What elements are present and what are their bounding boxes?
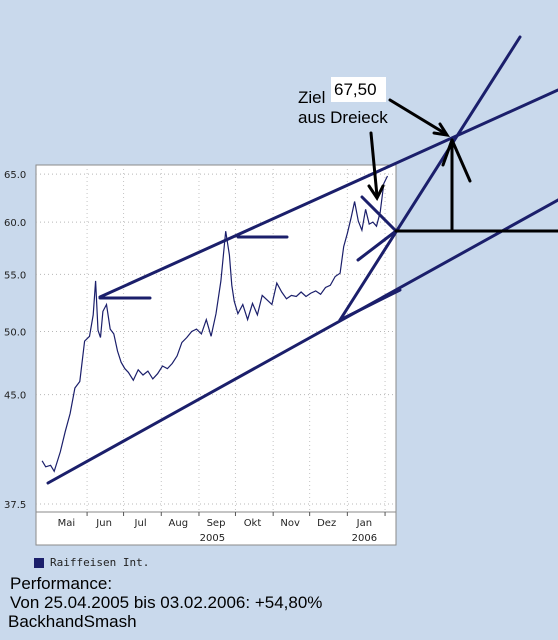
pointer-arrow-target — [388, 98, 448, 136]
year-label: 2005 — [200, 533, 225, 544]
performance-footer: Performance: Von 25.04.2005 bis 03.02.20… — [8, 574, 548, 631]
y-tick-label: 60.0 — [4, 218, 26, 229]
y-tick-labels: 65.0 60.0 55.0 50.0 45.0 37.5 — [4, 170, 26, 511]
legend-swatch — [34, 557, 44, 568]
x-tick-label: Mai — [58, 518, 76, 529]
x-tick-label: Nov — [280, 518, 300, 529]
trendline-overlay — [46, 35, 558, 485]
y-tick-label: 65.0 — [4, 170, 26, 181]
breakout-overlay — [367, 98, 558, 233]
plot-area — [35, 164, 397, 546]
target-arrow-left — [441, 138, 454, 167]
performance-title: Performance: — [10, 574, 113, 593]
x-tick-labels: Mai Jun Jul Aug Sep Okt Nov Dez Jan 2005 2006 — [58, 518, 377, 544]
year-label: 2006 — [352, 533, 377, 544]
x-tick-label: Sep — [207, 518, 226, 529]
y-tick-label: 50.0 — [4, 327, 26, 338]
grid-layer — [36, 165, 396, 516]
author-name: BackhandSmash — [8, 612, 137, 631]
steep-trendline — [338, 35, 522, 322]
target-value-box — [331, 77, 386, 102]
triangle-upper-edge — [360, 195, 398, 233]
x-tick-label: Dez — [317, 518, 336, 529]
pointer-arrowhead-target — [432, 122, 451, 137]
annotation-target-value: 67,50 — [334, 80, 377, 99]
legend-label: Raiffeisen Int. — [50, 556, 150, 569]
series-layer — [41, 175, 389, 473]
pointer-arrow-triangle — [369, 131, 379, 198]
channel-upper-line — [98, 88, 558, 299]
x-tick-label: Aug — [169, 518, 189, 529]
target-arrow-right — [450, 138, 472, 183]
triangle-lower-edge — [356, 229, 398, 262]
y-tick-label: 55.0 — [4, 270, 26, 281]
pointer-arrowhead-triangle — [367, 184, 385, 201]
channel-lower-line — [46, 198, 558, 485]
annotation-ziel: Ziel — [298, 88, 325, 107]
y-tick-label: 37.5 — [4, 500, 26, 511]
lower-middle-line — [338, 288, 402, 322]
x-tick-label: Jul — [134, 518, 147, 529]
annotation-aus-dreieck: aus Dreieck — [298, 108, 388, 127]
x-tick-label: Okt — [244, 518, 262, 529]
y-tick-label: 45.0 — [4, 391, 26, 402]
legend: Raiffeisen Int. — [34, 556, 149, 569]
series-line-raiffeisen — [41, 175, 389, 473]
performance-period: Von 25.04.2005 bis 03.02.2006: +54,80% — [10, 593, 323, 612]
x-tick-label: Jun — [95, 518, 112, 529]
x-tick-label: Jan — [356, 518, 372, 529]
